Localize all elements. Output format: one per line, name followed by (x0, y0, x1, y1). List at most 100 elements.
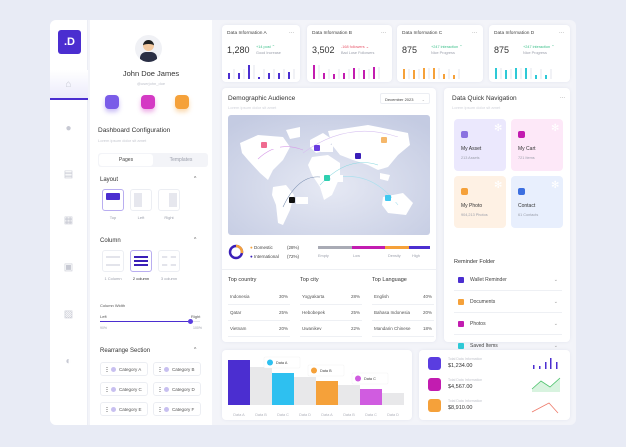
stat-bar (423, 68, 425, 79)
chevron-down-icon[interactable]: ⌄ (553, 298, 558, 305)
folder-icon (458, 320, 464, 327)
total-item: Total Data Information $4,567.00 (428, 377, 528, 393)
add-circle-icon[interactable]: ● (65, 123, 72, 134)
legend-international: ● International (72%) (250, 254, 300, 259)
stat-bar (288, 72, 290, 79)
settings-button[interactable] (175, 95, 189, 109)
period-dropdown[interactable]: December 2023 ⌄ (380, 93, 430, 104)
total-item: Total Data Information $1,234.00 (428, 356, 528, 372)
demographic-subtitle: Lorem ipsum dolor sit amet (228, 105, 277, 110)
home-icon[interactable]: ⌂ (65, 79, 72, 90)
tile-sub: 213 Assets (461, 156, 480, 160)
stat-value: 3,502 (312, 45, 335, 55)
flow-tick-label: Data C (365, 413, 377, 417)
scale-label: High (412, 254, 420, 258)
more-icon[interactable]: ··· (289, 30, 294, 36)
slider-left-label: Left (100, 314, 107, 319)
app-window: .D ⌂ ● ▤ ▦ ▣ ▨ ◐ John Doe James @userjoh… (50, 20, 576, 425)
profile-name: John Doe James (122, 69, 180, 78)
slider-min-label: 90% (100, 326, 108, 330)
flow-tick-label: Data A (321, 413, 333, 417)
stat-mini-chart (403, 63, 460, 79)
column-3-option[interactable] (158, 250, 180, 272)
stat-bar (248, 65, 250, 79)
flow-bar (338, 385, 360, 405)
card-icon[interactable]: ▤ (63, 169, 74, 180)
flow-bar (228, 360, 250, 405)
inbox-icon[interactable]: ▣ (63, 262, 74, 273)
nav-tile[interactable]: ✻ My Asset 213 Assets (454, 119, 506, 171)
totals-sparklines (531, 358, 561, 414)
top-table: Top Language English 40% Bahasa Indonesia 20… (372, 277, 434, 337)
flow-tick-label: Data B (343, 413, 355, 417)
stat-bar (403, 69, 405, 79)
reminder-item[interactable]: Documents ⌄ (454, 291, 562, 313)
share-button[interactable] (141, 95, 155, 109)
theme-icon[interactable]: ◐ (65, 356, 72, 367)
stat-bar (278, 73, 280, 79)
nav-tile[interactable]: ✻ My Photo 904,213 Photos (454, 176, 506, 228)
tile-label: My Asset (461, 146, 482, 152)
layout-top-label: Top (109, 215, 117, 220)
column-width-slider[interactable] (100, 319, 200, 324)
quick-navigation-card: Data Quick Navigation ··· Lorem ipsum do… (444, 88, 570, 357)
more-icon[interactable]: ··· (381, 30, 386, 36)
nav-tile[interactable]: ✻ Contact 61 Contacts (511, 176, 563, 228)
cart-icon (518, 131, 525, 138)
stat-bar (313, 65, 315, 79)
column-1-option[interactable] (102, 250, 124, 272)
nav-subtitle: Lorem ipsum dolor sit amet (452, 105, 501, 110)
nav-tile[interactable]: ✻ My Cart 721 Items (511, 119, 563, 171)
layout-collapse-icon[interactable]: ^ (194, 176, 197, 182)
layout-top-option[interactable] (102, 189, 124, 211)
rearrange-collapse-icon[interactable]: ^ (194, 347, 197, 353)
category-chip[interactable]: Category C (100, 382, 148, 396)
chevron-down-icon[interactable]: ⌄ (553, 342, 558, 349)
total-value: $8,910.00 (448, 405, 473, 411)
tile-label: My Photo (461, 203, 483, 209)
reminder-item[interactable]: Photos ⌄ (454, 313, 562, 335)
tile-sub: 904,213 Photos (461, 213, 488, 217)
rearrange-heading: Rearrange Section (100, 348, 151, 354)
gallery-button[interactable] (105, 95, 119, 109)
total-icon (428, 399, 441, 412)
stat-bar (525, 68, 527, 79)
nav-title: Data Quick Navigation (452, 95, 517, 102)
reminder-item[interactable]: Wallet Reminder ⌄ (454, 269, 562, 291)
more-icon[interactable]: ··· (560, 95, 565, 101)
more-icon[interactable]: ··· (472, 30, 477, 36)
column-3-label: 3 column (160, 276, 178, 281)
total-value: $1,234.00 (448, 363, 473, 369)
chevron-down-icon[interactable]: ⌄ (553, 276, 558, 283)
category-chip[interactable]: Category B (153, 362, 201, 376)
layout-left-label: Left (137, 215, 145, 220)
total-value: $4,567.00 (448, 384, 473, 390)
contact-icon[interactable]: ▨ (63, 309, 74, 320)
tab-templates[interactable]: Templates (169, 157, 193, 163)
tile-label: My Cart (518, 146, 536, 152)
tab-pages[interactable]: Pages (99, 154, 153, 166)
layout-right-option[interactable] (158, 189, 180, 211)
chevron-down-icon[interactable]: ⌄ (553, 320, 558, 327)
layout-heading: Layout (100, 177, 119, 183)
folder-icon (458, 276, 464, 283)
grid-icon[interactable]: ▦ (63, 215, 74, 226)
stat-note: Nice Progress (431, 51, 455, 55)
table-title: Top city (300, 277, 319, 283)
tile-decor-icon: ✻ (494, 123, 503, 134)
category-chip[interactable]: Category E (100, 402, 148, 416)
logo: .D (58, 30, 81, 54)
table-row: Bahasa Indonesia 20% (372, 305, 434, 321)
stat-card: Data Information D ··· 875 +247 interact… (489, 25, 570, 82)
category-chip[interactable]: Category A (100, 362, 148, 376)
world-map (228, 115, 430, 235)
table-row: Uwanikev 22% (300, 321, 362, 337)
svg-text:Data C: Data C (364, 377, 376, 381)
more-icon[interactable]: ··· (559, 30, 564, 36)
column-collapse-icon[interactable]: ^ (194, 237, 197, 243)
layout-left-option[interactable] (130, 189, 152, 211)
column-2-option[interactable] (130, 250, 152, 272)
category-chip[interactable]: Category F (153, 402, 201, 416)
category-chip[interactable]: Category D (153, 382, 201, 396)
folder-icon (458, 298, 464, 305)
